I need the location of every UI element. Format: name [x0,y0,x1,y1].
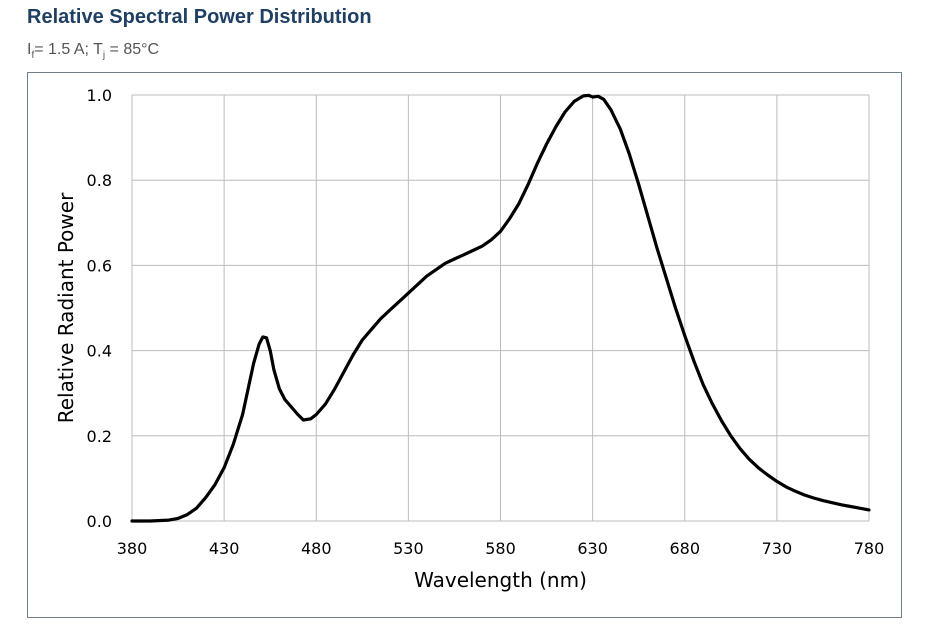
grid-lines [131,94,870,522]
temperature-subscript: j [102,50,106,62]
temperature-value: = 85°C [105,41,160,58]
x-tick-label-380: 380 [117,539,148,558]
x-axis-label: Wavelength (nm) [414,568,587,592]
current-subscript: f [31,50,35,62]
y-tick-label-2: 0.4 [87,342,112,361]
x-tick-label-680: 680 [669,539,700,558]
page-title: Relative Spectral Power Distribution [27,6,372,28]
x-tick-label-780: 780 [854,539,885,558]
x-tick-label-730: 730 [762,539,793,558]
y-tick-label-0: 0.0 [87,512,112,531]
y-axis-label: Relative Radiant Power [54,192,78,423]
x-tick-label-630: 630 [577,539,608,558]
x-tick-label-530: 530 [393,539,424,558]
tick-labels: 380 430 480 530 580 630 680 730 780 0.0 0.2 0.4 0.6 0… [87,86,885,558]
y-tick-label-5: 1.0 [87,86,112,105]
spectral-chart: 380 430 480 530 580 630 680 730 780 0.0 0.2 0.4 0.6 0… [54,86,885,592]
y-tick-label-4: 0.8 [87,171,112,190]
series-layer [130,93,871,523]
x-tick-label-480: 480 [301,539,332,558]
series-line-0 [130,93,871,523]
y-tick-label-1: 0.2 [87,427,112,446]
x-tick-label-580: 580 [485,539,516,558]
current-symbol: I [27,41,32,58]
test-conditions: If= 1.5 A; Tj = 85°C [27,41,159,61]
x-tick-label-430: 430 [209,539,240,558]
y-tick-label-3: 0.6 [87,256,112,275]
chart-frame: 380 430 480 530 580 630 680 730 780 0.0 0.2 0.4 0.6 0… [27,72,902,618]
current-value: = 1.5 A; T [34,41,103,58]
